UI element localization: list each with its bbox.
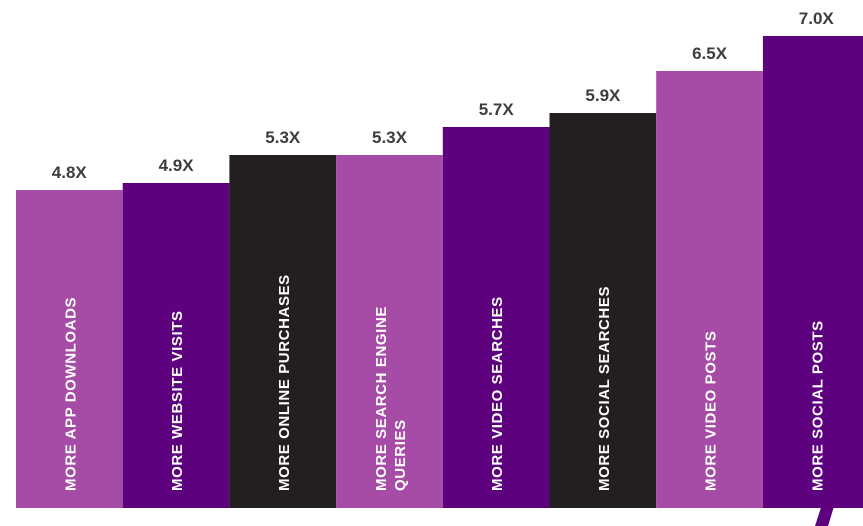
bar: [442, 127, 550, 508]
bar-value-label: 7.0X: [799, 9, 835, 28]
bar: [122, 183, 230, 508]
bar-value-label: 5.7X: [479, 100, 515, 119]
decorative-accent-stroke: [815, 412, 863, 526]
bar-group: 7.0X MORE SOCIAL POSTS: [762, 9, 863, 508]
bar-group: 5.9X MORE SOCIAL SEARCHES: [549, 86, 657, 508]
bar-value-label: 5.3X: [372, 128, 408, 147]
bar-group: 5.7X MORE VIDEO SEARCHES: [442, 100, 550, 508]
bar-category-label: MORE SOCIAL SEARCHES: [596, 286, 613, 491]
bar-category-label: MORE APP DOWNLOADS: [62, 297, 79, 491]
bar: [229, 155, 337, 508]
bar-category-label: QUERIES: [392, 419, 409, 491]
bar-category-label: MORE SOCIAL POSTS: [809, 320, 826, 491]
bar-value-label: 5.9X: [585, 86, 621, 105]
bar-value-label: 6.5X: [692, 44, 728, 63]
bar-value-label: 5.3X: [265, 128, 301, 147]
bar-value-label: 4.9X: [159, 156, 195, 175]
bar-group: 4.8X MORE APP DOWNLOADS: [16, 163, 123, 508]
bar-category-label: MORE VIDEO POSTS: [703, 331, 720, 491]
bar-value-label: 4.8X: [52, 163, 88, 182]
bar-category-label: MORE WEBSITE VISITS: [169, 310, 186, 491]
bar: [656, 71, 763, 508]
bar: [549, 113, 657, 508]
bar-category-label: MORE VIDEO SEARCHES: [489, 296, 506, 491]
bar-group: 4.9X MORE WEBSITE VISITS: [122, 156, 230, 508]
bar-group: 6.5X MORE VIDEO POSTS: [656, 44, 763, 508]
bar-category-label: MORE SEARCH ENGINE: [373, 306, 390, 491]
bar-group: 5.3X MORE ONLINE PURCHASES: [229, 128, 337, 508]
bar: [762, 36, 863, 508]
bar-category-label: MORE ONLINE PURCHASES: [276, 274, 293, 491]
bar: [336, 155, 443, 508]
bar-group: 5.3X MORE SEARCH ENGINE QUERIES: [336, 128, 443, 508]
bar: [16, 190, 123, 508]
